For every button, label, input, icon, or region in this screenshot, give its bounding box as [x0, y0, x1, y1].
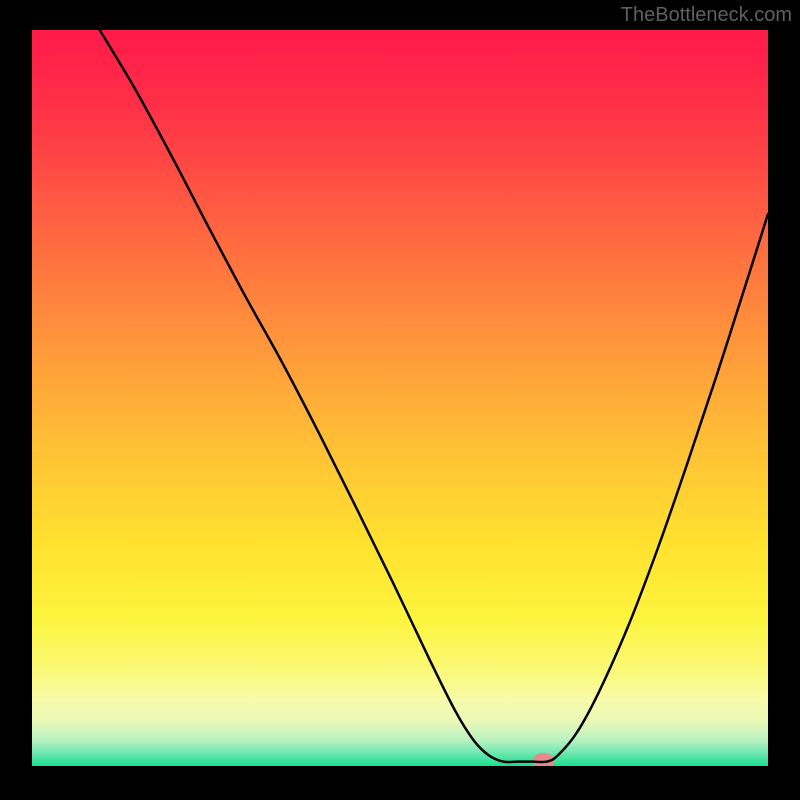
chart-plot-area	[32, 30, 768, 766]
watermark-text: TheBottleneck.com	[621, 4, 792, 27]
chart-background	[32, 30, 768, 766]
chart-svg	[32, 30, 768, 766]
